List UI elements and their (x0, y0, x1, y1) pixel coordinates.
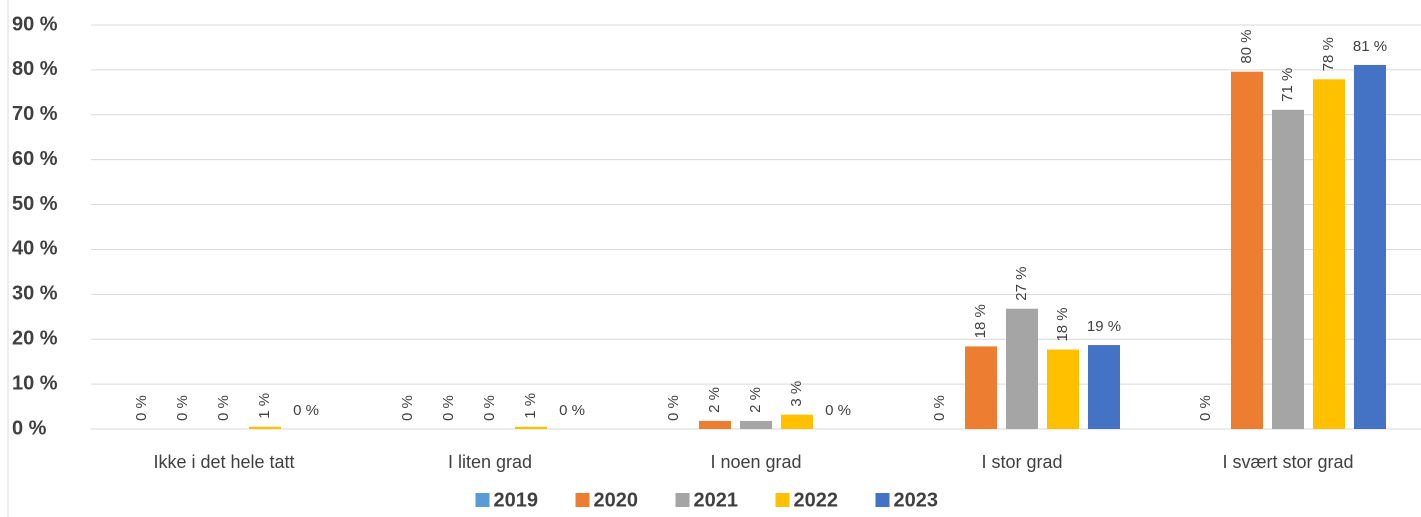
y-tick-label: 10 % (12, 372, 58, 394)
y-tick-label: 50 % (12, 193, 58, 215)
data-label: 78 % (1320, 37, 1337, 71)
legend-label: 2019 (494, 489, 539, 511)
data-label: 0 % (293, 402, 319, 419)
bar (1313, 79, 1345, 429)
bar (740, 420, 772, 429)
data-label: 0 % (1197, 395, 1214, 421)
legend-swatch (775, 493, 790, 507)
y-tick-label: 0 % (12, 417, 47, 439)
bar (1006, 308, 1038, 429)
bar (515, 426, 547, 429)
data-label: 71 % (1279, 68, 1296, 102)
data-label: 0 % (440, 395, 457, 421)
y-tick-label: 20 % (12, 328, 58, 350)
x-tick-label: Ikke i det hele tatt (153, 452, 294, 472)
bar (699, 420, 731, 429)
data-label: 2 % (747, 387, 764, 413)
y-tick-label: 40 % (12, 238, 58, 260)
data-label: 0 % (665, 395, 682, 421)
y-tick-label: 60 % (12, 148, 58, 170)
bar (781, 414, 813, 429)
legend-label: 2022 (794, 489, 839, 511)
legend-swatch (475, 493, 490, 507)
data-label: 3 % (788, 381, 805, 407)
legend-label: 2021 (694, 489, 739, 511)
data-label: 1 % (256, 393, 273, 419)
bar (1272, 109, 1304, 429)
data-label: 18 % (972, 304, 989, 338)
data-label: 0 % (559, 402, 585, 419)
bar (1088, 345, 1120, 429)
legend-swatch (675, 493, 690, 507)
bar (1047, 349, 1079, 429)
y-tick-label: 80 % (12, 58, 58, 80)
data-label: 27 % (1013, 266, 1030, 300)
x-tick-label: I liten grad (448, 452, 532, 472)
x-tick-label: I noen grad (710, 452, 801, 472)
data-label: 0 % (931, 395, 948, 421)
data-label: 18 % (1054, 307, 1071, 341)
legend-swatch (875, 493, 890, 507)
legend-label: 2023 (894, 489, 939, 511)
data-label: 0 % (399, 395, 416, 421)
y-tick-label: 30 % (12, 283, 58, 305)
data-label: 81 % (1353, 38, 1387, 55)
bar (1231, 71, 1263, 429)
data-label: 0 % (215, 395, 232, 421)
legend-swatch (575, 493, 590, 507)
x-tick-label: I svært stor grad (1222, 452, 1353, 472)
bar (249, 426, 281, 429)
data-label: 0 % (825, 402, 851, 419)
data-label: 0 % (133, 395, 150, 421)
x-tick-label: I stor grad (981, 452, 1062, 472)
data-label: 80 % (1238, 29, 1255, 63)
y-tick-label: 70 % (12, 103, 58, 125)
bar (965, 346, 997, 429)
data-label: 0 % (481, 395, 498, 421)
data-label: 0 % (174, 395, 191, 421)
y-tick-label: 90 % (12, 13, 58, 35)
data-label: 19 % (1087, 318, 1121, 335)
legend-label: 2020 (594, 489, 639, 511)
bar (1354, 64, 1386, 429)
data-label: 2 % (706, 387, 723, 413)
data-label: 1 % (522, 393, 539, 419)
